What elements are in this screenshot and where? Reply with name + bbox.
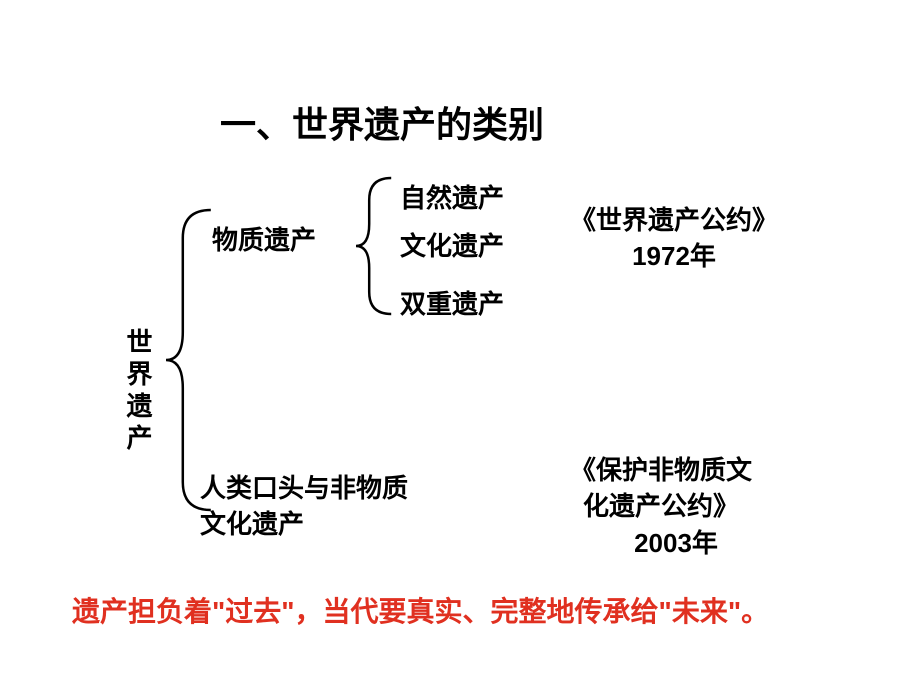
leaf-natural-heritage: 自然遗产 [400, 178, 504, 215]
note-convention-2003-line2: 化遗产公约》 [570, 488, 752, 524]
leaf-cultural-heritage: 文化遗产 [400, 226, 504, 263]
note-convention-1972-line2: 1972年 [570, 238, 778, 274]
note-convention-1972-line1: 《世界遗产公约》 [570, 202, 778, 238]
root-label: 世界遗产 [120, 328, 157, 456]
note-convention-2003: 《保护非物质文 化遗产公约》 2003年 [570, 452, 752, 561]
branch-intangible-line2: 文化遗产 [200, 506, 408, 542]
note-convention-2003-line3: 2003年 [570, 525, 752, 561]
branch-intangible-line1: 人类口头与非物质 [200, 470, 408, 506]
brace-sub [356, 178, 400, 314]
note-convention-1972: 《世界遗产公约》 1972年 [570, 202, 778, 275]
branch-material-heritage: 物质遗产 [212, 220, 316, 257]
page-title: 一、世界遗产的类别 [220, 96, 544, 148]
note-convention-2003-line1: 《保护非物质文 [570, 452, 752, 488]
branch-intangible-heritage: 人类口头与非物质 文化遗产 [200, 470, 408, 543]
footer-text: 遗产担负着"过去"，当代要真实、完整地传承给"未来"。 [72, 590, 882, 633]
leaf-mixed-heritage: 双重遗产 [400, 284, 504, 321]
